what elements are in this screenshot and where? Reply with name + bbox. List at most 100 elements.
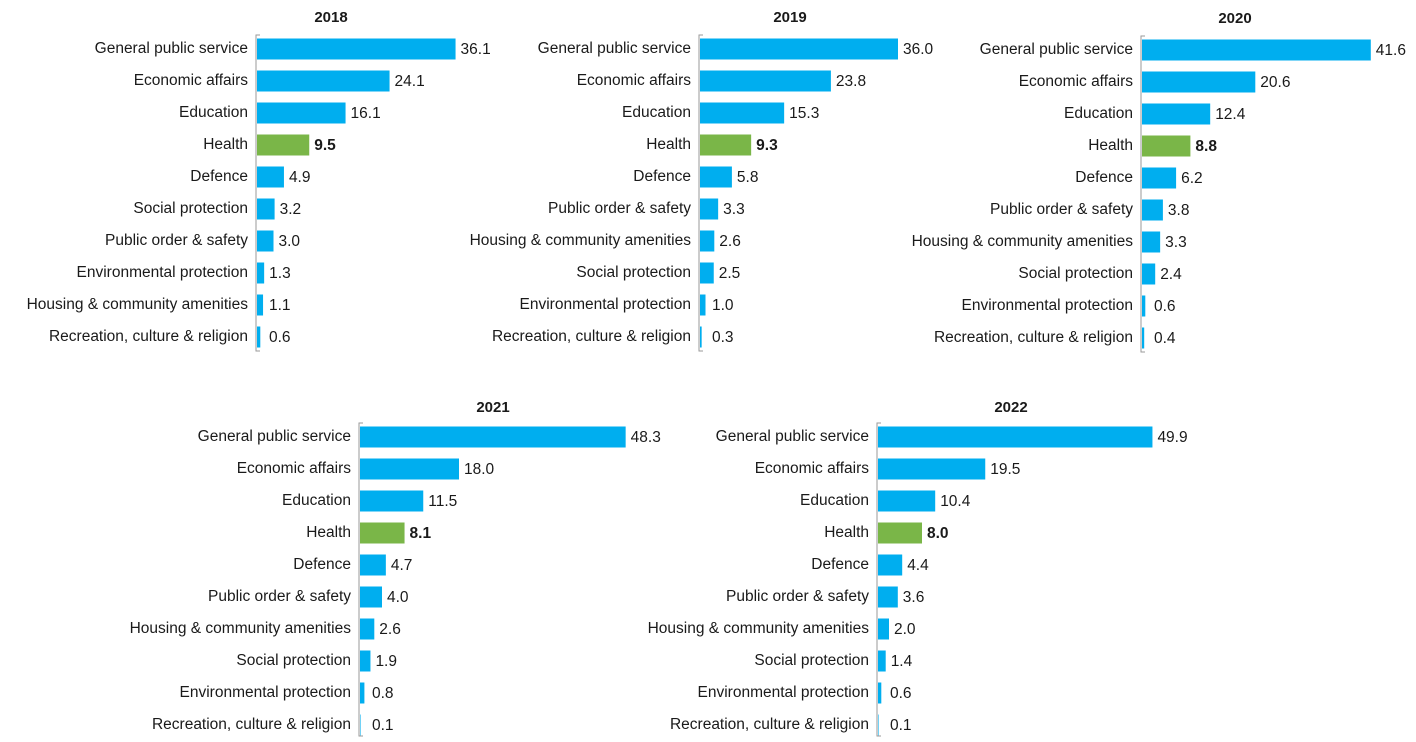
bar xyxy=(257,198,275,220)
axis-line xyxy=(358,422,363,737)
category-label: Education xyxy=(800,492,869,509)
bar xyxy=(360,586,382,608)
value-label: 4.4 xyxy=(907,557,929,574)
bar xyxy=(1142,199,1163,221)
category-label: Social protection xyxy=(1018,265,1133,282)
category-label: Defence xyxy=(190,168,248,185)
value-label: 36.1 xyxy=(461,41,491,58)
category-label: Economic affairs xyxy=(1019,73,1134,90)
value-label: 16.1 xyxy=(351,105,381,122)
bar xyxy=(878,682,882,704)
value-label: 1.3 xyxy=(269,265,291,282)
value-label: 1.0 xyxy=(712,297,734,314)
category-label: Housing & community amenities xyxy=(648,620,870,637)
category-label: Economic affairs xyxy=(577,72,692,89)
bar xyxy=(878,426,1153,448)
category-label: Environmental protection xyxy=(698,684,869,701)
value-label: 0.3 xyxy=(712,329,734,346)
category-label: Defence xyxy=(811,556,869,573)
category-label: Social protection xyxy=(236,652,351,669)
category-label: Recreation, culture & religion xyxy=(670,716,869,733)
bar xyxy=(360,554,386,576)
category-label: Public order & safety xyxy=(105,232,248,249)
bar xyxy=(257,38,456,60)
category-label: General public service xyxy=(95,40,248,57)
bar xyxy=(700,134,752,156)
category-label: Public order & safety xyxy=(208,588,351,605)
bar xyxy=(700,230,715,252)
bar xyxy=(1142,103,1211,125)
bar xyxy=(360,522,405,544)
value-label: 0.4 xyxy=(1154,330,1176,347)
value-label: 3.6 xyxy=(903,589,925,606)
bar xyxy=(700,166,732,188)
value-label: 10.4 xyxy=(940,493,971,510)
bar xyxy=(1142,167,1177,189)
axis-line xyxy=(255,34,260,352)
value-label: 11.5 xyxy=(428,493,457,510)
chart-title: 2019 xyxy=(773,9,806,26)
value-label: 12.4 xyxy=(1215,106,1246,123)
value-label: 5.8 xyxy=(737,169,759,186)
category-label: Health xyxy=(646,136,691,153)
value-label: 24.1 xyxy=(395,73,425,90)
axis-line xyxy=(876,422,881,737)
value-label: 2.6 xyxy=(719,233,741,250)
category-label: Public order & safety xyxy=(726,588,869,605)
value-label: 0.8 xyxy=(372,685,394,702)
category-label: General public service xyxy=(198,428,351,445)
bar xyxy=(257,70,390,92)
value-label: 9.3 xyxy=(756,137,778,154)
axis-line xyxy=(1140,35,1145,353)
category-label: Housing & community amenities xyxy=(912,233,1134,250)
value-label: 0.6 xyxy=(1154,298,1176,315)
bar xyxy=(1142,295,1146,317)
category-label: General public service xyxy=(538,40,691,57)
category-label: Defence xyxy=(293,556,351,573)
bar xyxy=(257,102,346,124)
value-label: 2.0 xyxy=(894,621,916,638)
category-label: Economic affairs xyxy=(134,72,249,89)
bar xyxy=(360,458,459,480)
value-label: 6.2 xyxy=(1181,170,1203,187)
value-label: 1.9 xyxy=(375,653,397,670)
category-label: Housing & community amenities xyxy=(27,296,249,313)
bar xyxy=(360,650,371,672)
bar xyxy=(257,230,274,252)
bar xyxy=(878,490,936,512)
category-label: Environmental protection xyxy=(180,684,351,701)
category-label: Education xyxy=(622,104,691,121)
category-label: Social protection xyxy=(754,652,869,669)
value-label: 0.6 xyxy=(890,685,912,702)
bar xyxy=(700,326,702,348)
axis-line xyxy=(698,34,703,352)
value-label: 49.9 xyxy=(1157,429,1187,446)
category-label: Environmental protection xyxy=(962,297,1133,314)
category-label: Defence xyxy=(1075,169,1133,186)
chart-title: 2018 xyxy=(314,9,347,26)
bar xyxy=(700,102,785,124)
value-label: 48.3 xyxy=(631,429,661,446)
value-label: 0.1 xyxy=(890,717,912,734)
bar xyxy=(1142,39,1371,61)
category-label: Defence xyxy=(633,168,691,185)
category-label: Housing & community amenities xyxy=(470,232,692,249)
bar xyxy=(878,714,879,736)
bar xyxy=(700,70,831,92)
chart-title: 2022 xyxy=(994,399,1027,416)
category-label: Health xyxy=(824,524,869,541)
value-label: 9.5 xyxy=(314,137,336,154)
category-label: Health xyxy=(306,524,351,541)
bar xyxy=(700,262,714,284)
chart-title: 2021 xyxy=(476,399,509,416)
bar xyxy=(1142,263,1156,285)
bar xyxy=(257,326,261,348)
bar xyxy=(1142,135,1191,157)
value-label: 18.0 xyxy=(464,461,495,478)
category-label: General public service xyxy=(716,428,869,445)
category-label: Recreation, culture & religion xyxy=(49,328,248,345)
bar xyxy=(878,554,903,576)
bar xyxy=(257,134,310,156)
value-label: 4.0 xyxy=(387,589,409,606)
